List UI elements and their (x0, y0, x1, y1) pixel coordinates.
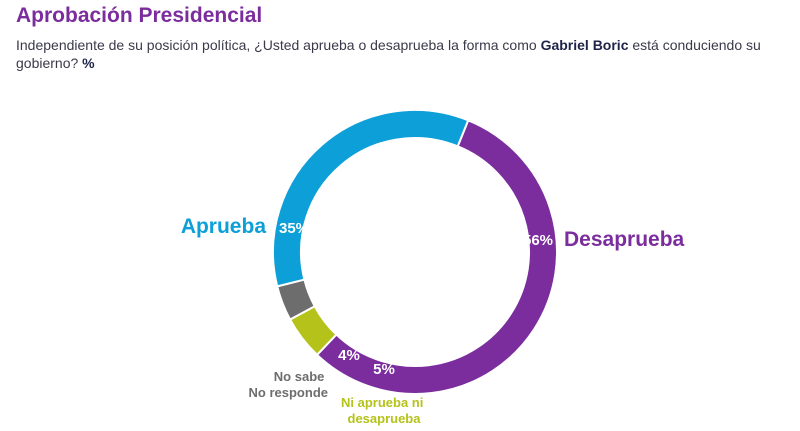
subtitle-text-1: Independiente de su posición política, ¿… (16, 37, 541, 53)
donut-slice-aprueba (272, 109, 470, 288)
slice-label-ni-aprueba: Ni aprueba ni desaprueba (341, 395, 427, 426)
subtitle-text-2: está conduciendo su gobierno? (16, 37, 761, 71)
slice-label-aprueba: Aprueba (181, 215, 267, 238)
pct-label-desaprueba: 56% (523, 232, 553, 249)
donut-slice-desaprueba (315, 119, 558, 395)
pct-label-aprueba: 35% (279, 220, 309, 237)
subtitle-unit: % (82, 55, 95, 71)
slice-label-desaprueba: Desaprueba (564, 228, 685, 251)
subtitle-name: Gabriel Boric (540, 37, 629, 53)
chart-subtitle: Independiente de su posición política, ¿… (16, 36, 791, 72)
pct-label-ni-aprueba: 5% (373, 361, 395, 378)
slice-label-no-sabe: No sabe No responde (249, 369, 328, 400)
chart-title: Aprobación Presidencial (16, 4, 263, 27)
donut-slices (272, 109, 558, 395)
pct-label-no-sabe: 4% (338, 347, 360, 364)
